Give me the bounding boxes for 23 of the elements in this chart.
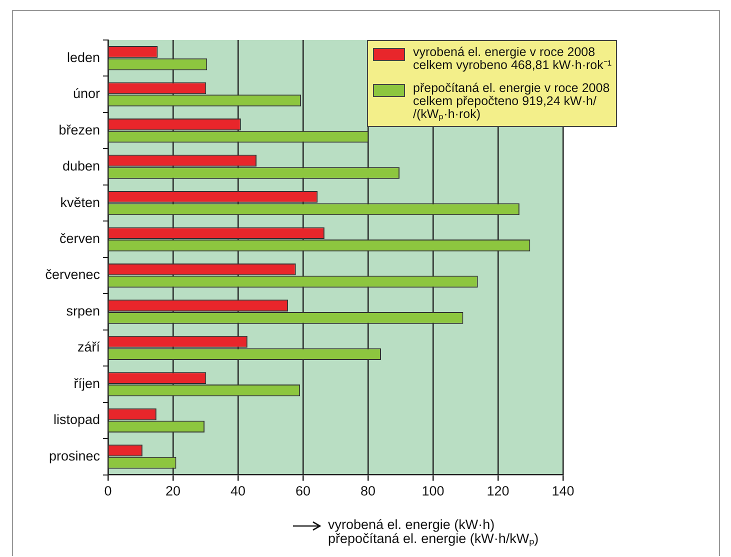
legend-label: vyrobená el. energie v roce 2008 celkem vyrobeno 468,81 kW·h·rok⁻¹: [413, 45, 612, 72]
x-tick-label: 40: [230, 484, 246, 499]
y-tick-label: listopad: [53, 412, 100, 428]
x-tick-label: 140: [552, 484, 574, 499]
x-tick-label: 100: [422, 484, 444, 499]
y-tick-label: leden: [66, 50, 100, 65]
x-tick-label: 80: [360, 484, 376, 499]
y-tick-label: prosinec: [48, 448, 100, 464]
y-tick-label: květen: [60, 194, 100, 210]
y-tick-label: březen: [58, 122, 100, 138]
y-tick-label: červen: [59, 231, 100, 246]
x-tick-label: 20: [165, 484, 181, 499]
legend-label: přepočítaná el. energie v roce 2008 celkem přepočteno 919,24 kW·h/ /(kWₚ·h·rok): [413, 81, 610, 121]
y-tick-label: říjen: [74, 376, 100, 391]
y-tick-label: srpen: [66, 303, 100, 318]
x-tick-label: 60: [295, 484, 311, 499]
x-tick-label: 0: [104, 484, 112, 499]
x-axis-title: vyrobená el. energie (kW·h) přepočítaná el. energie (kW·h/kWₚ): [328, 517, 539, 546]
y-tick-label: září: [77, 340, 100, 355]
y-tick-label: únor: [72, 86, 100, 102]
y-tick-label: červenec: [45, 267, 100, 282]
x-tick-label: 120: [486, 484, 510, 499]
y-tick-label: duben: [62, 158, 100, 174]
